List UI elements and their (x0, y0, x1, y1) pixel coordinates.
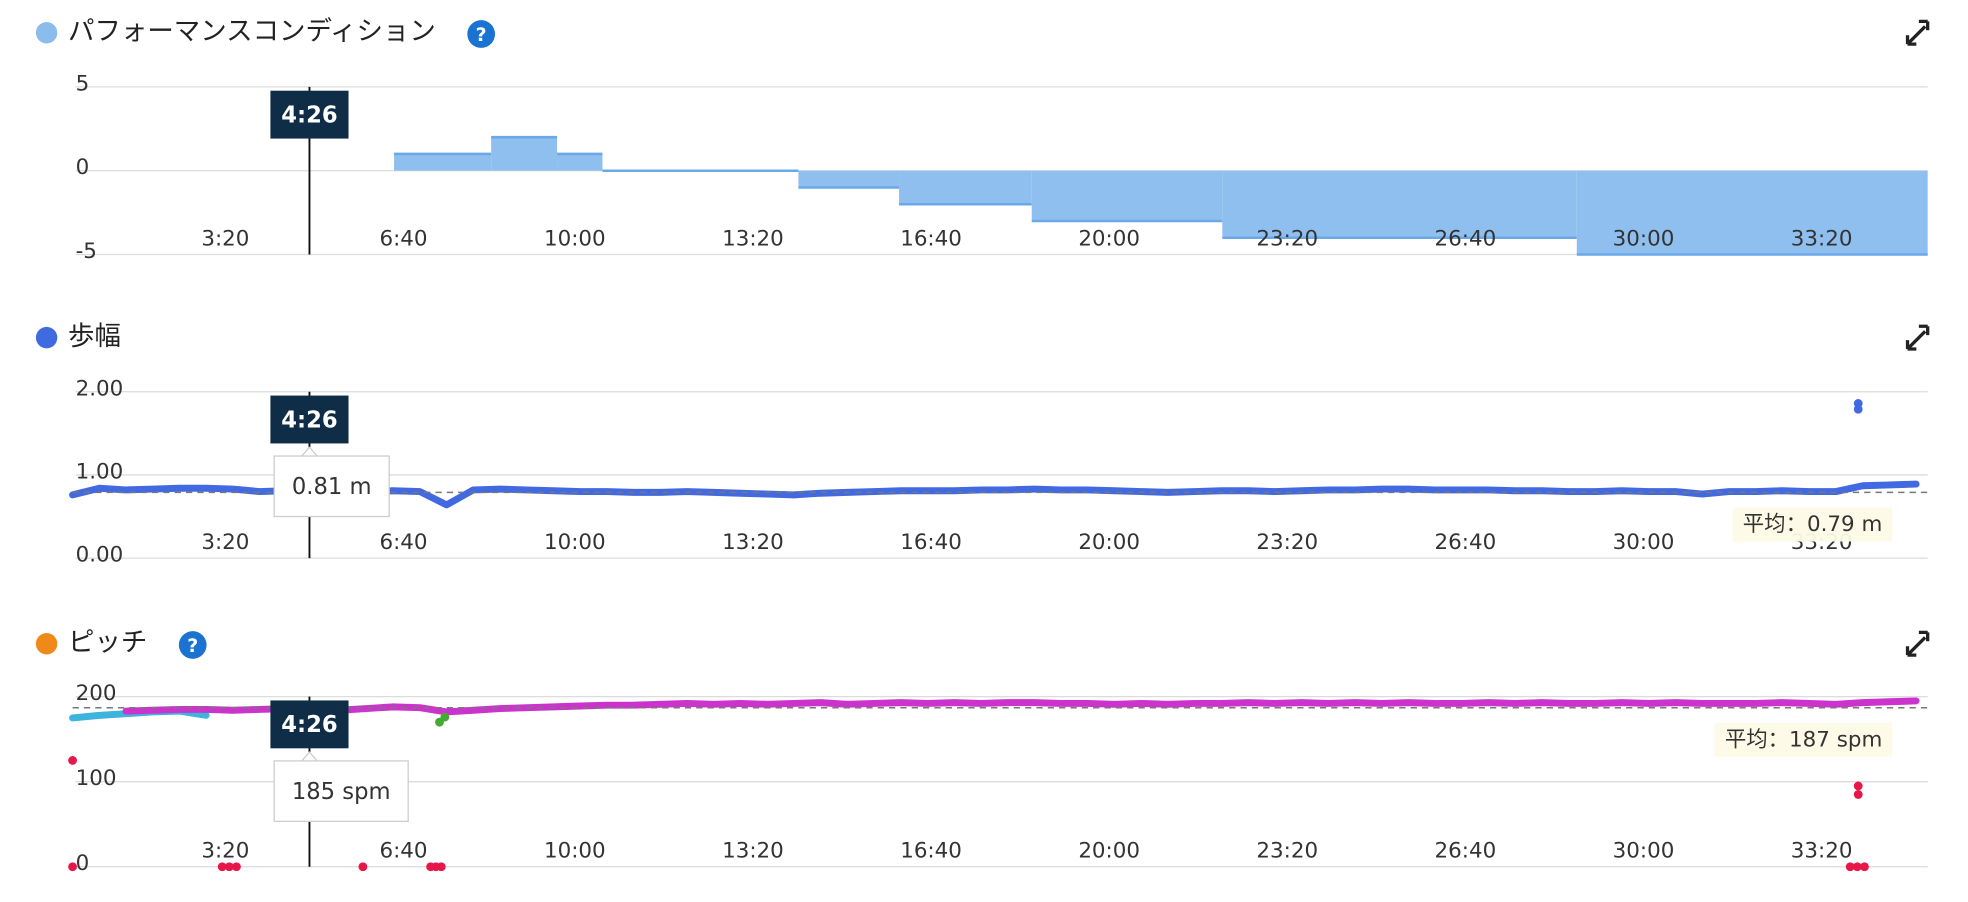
x-tick-label: 33:20 (1791, 839, 1853, 864)
average-box (1732, 507, 1893, 542)
x-tick-label: 26:40 (1435, 530, 1497, 555)
x-tick-label: 13:20 (722, 530, 784, 555)
x-tick-label: 20:00 (1078, 839, 1140, 864)
cursor-label: 4:26 (281, 407, 337, 433)
y-tick-label: 1.00 (76, 459, 124, 484)
x-tick-label: 16:40 (900, 839, 962, 864)
x-tick-label: 30:00 (1613, 226, 1675, 251)
x-tick-label: 20:00 (1078, 226, 1140, 251)
x-tick-label: 6:40 (379, 839, 427, 864)
x-tick-label: 16:40 (900, 530, 962, 555)
y-tick-label: -5 (76, 239, 97, 264)
x-tick-label: 20:00 (1078, 530, 1140, 555)
y-tick-label: 200 (76, 681, 117, 706)
x-tick-label: 10:00 (544, 839, 606, 864)
chart-title: パフォーマンスコンディション (68, 16, 436, 47)
data-point (358, 862, 368, 872)
cursor-box (270, 395, 349, 444)
x-tick-label: 26:40 (1435, 839, 1497, 864)
data-point (1853, 404, 1863, 414)
x-tick-label: 23:20 (1256, 839, 1318, 864)
x-tick-label: 6:40 (379, 530, 427, 555)
help-icon[interactable] (178, 631, 207, 659)
data-point (217, 862, 227, 872)
data-point (1853, 781, 1863, 791)
x-tick-label: 10:00 (544, 226, 606, 251)
x-tick-label: 3:20 (201, 839, 249, 864)
x-tick-label: 3:20 (201, 226, 249, 251)
y-tick-label: 0 (76, 155, 90, 180)
help-icon-mark[interactable]: ? (476, 24, 487, 46)
x-tick-label: 3:20 (201, 530, 249, 555)
tooltip-value: 0.81 m (292, 474, 372, 500)
y-tick-label: 0 (76, 851, 90, 876)
data-point (1852, 862, 1862, 872)
data-point (232, 862, 241, 872)
step-area (394, 153, 492, 171)
chart-title: 歩幅 (68, 321, 121, 352)
data-point (1853, 790, 1863, 799)
x-tick-label: 30:00 (1613, 530, 1675, 555)
data-point (1845, 862, 1855, 872)
data-point (440, 712, 450, 722)
average-box (1714, 722, 1893, 757)
x-tick-label: 16:40 (900, 226, 962, 251)
legend-dot (35, 633, 58, 655)
help-icon-mark[interactable]: ? (187, 635, 198, 657)
tooltip-value: 185 spm (292, 779, 391, 805)
tooltip-box (273, 760, 409, 823)
cursor-box (270, 90, 349, 139)
expand-icon[interactable] (1905, 630, 1930, 657)
data-point (68, 756, 77, 765)
cursor-label: 4:26 (281, 712, 337, 738)
data-point (224, 862, 234, 872)
step-area (1576, 170, 1928, 255)
x-tick-label: 23:20 (1256, 226, 1318, 251)
x-tick-label: 26:40 (1435, 226, 1497, 251)
average-label: 平均：0.79 m (1743, 512, 1883, 537)
series-line (122, 697, 1920, 716)
step-area (1031, 170, 1223, 221)
help-icon[interactable] (467, 20, 496, 48)
cursor-box (270, 700, 349, 749)
x-tick-label: 13:20 (722, 226, 784, 251)
x-tick-label: 10:00 (544, 530, 606, 555)
average-label: 平均：187 spm (1725, 727, 1882, 752)
expand-icon[interactable] (1905, 19, 1930, 46)
step-area (1222, 170, 1577, 238)
step-area (491, 137, 558, 171)
legend-dot (35, 326, 58, 349)
expand-icon[interactable] (1905, 324, 1930, 351)
data-point (1860, 862, 1869, 872)
data-point (68, 862, 77, 872)
legend-dot (35, 22, 58, 44)
chart-title: ピッチ (68, 627, 147, 658)
x-tick-label: 6:40 (379, 226, 427, 251)
y-tick-label: 5 (76, 71, 90, 96)
x-tick-label: 23:20 (1256, 530, 1318, 555)
y-tick-label: 2.00 (76, 376, 124, 401)
tooltip-box (273, 455, 390, 518)
step-area (899, 170, 1032, 205)
data-point (436, 862, 446, 872)
x-tick-label: 13:20 (722, 839, 784, 864)
x-tick-label: 30:00 (1613, 839, 1675, 864)
step-area (798, 170, 900, 188)
step-area (557, 153, 603, 171)
cursor-label: 4:26 (281, 102, 337, 128)
y-tick-label: 0.00 (76, 543, 124, 568)
y-tick-label: 100 (76, 766, 117, 791)
x-tick-label: 33:20 (1791, 226, 1853, 251)
